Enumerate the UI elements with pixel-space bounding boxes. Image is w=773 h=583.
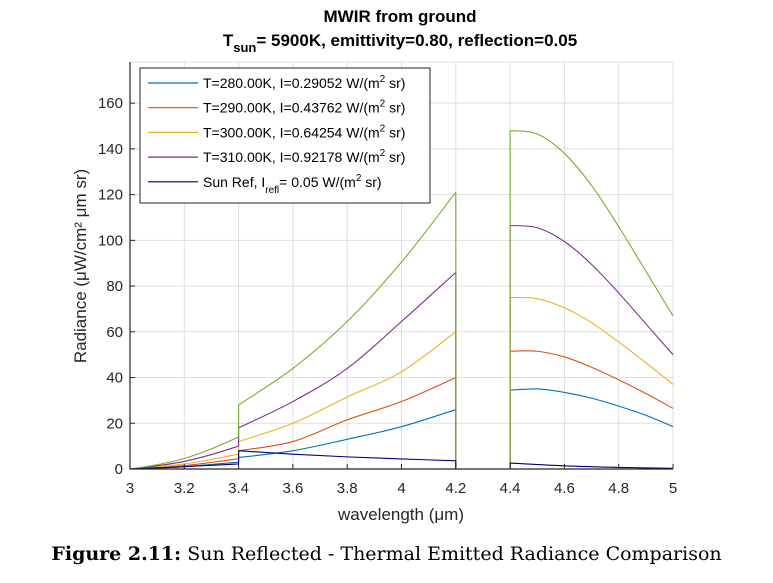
chart-subtitle: Tsun= 5900K, emittivity=0.80, reflection… <box>223 31 577 55</box>
y-axis-label: Radiance (μW/cm² μm sr) <box>71 169 90 363</box>
x-axis-label: wavelength (μm) <box>337 505 464 524</box>
y-ticks: 0 20 40 60 80 100 120 140 160 <box>98 95 135 478</box>
legend-text-tail: sr) <box>385 100 405 116</box>
legend-entry: T=290.00K, I=0.43762 W/(m2 sr) <box>203 99 405 116</box>
x-tick-label: 4 <box>397 480 405 497</box>
legend-text-subscript: refl <box>265 185 279 196</box>
x-tick-label: 3.4 <box>228 480 249 497</box>
legend-text-main: T=310.00K, I=0.92178 W/(m <box>203 149 380 165</box>
x-tick-label: 4.8 <box>608 480 629 497</box>
figure-caption: Figure 2.11: Sun Reflected - Thermal Emi… <box>0 543 773 565</box>
legend-text-main: Sun Ref, I <box>203 174 265 190</box>
y-tick-label: 80 <box>106 278 123 295</box>
legend-text-superscript: 2 <box>380 99 386 110</box>
x-tick-label: 5 <box>669 480 677 497</box>
y-tick-label: 60 <box>106 324 123 341</box>
legend-text-tail: sr) <box>361 174 381 190</box>
x-ticks: 3 3.2 3.4 3.6 3.8 4 4.2 4.4 4.6 4.8 5 <box>126 464 677 497</box>
y-tick-label: 100 <box>98 232 123 249</box>
y-tick-label: 120 <box>98 187 123 204</box>
x-tick-label: 4.6 <box>554 480 575 497</box>
legend-text-superscript: 2 <box>380 148 386 159</box>
legend: T=280.00K, I=0.29052 W/(m2 sr)T=290.00K,… <box>139 67 431 204</box>
x-tick-label: 3.2 <box>174 480 195 497</box>
legend-text-superscript: 2 <box>380 74 386 85</box>
legend-text-main: T=290.00K, I=0.43762 W/(m <box>203 100 380 116</box>
legend-entry: T=310.00K, I=0.92178 W/(m2 sr) <box>203 148 405 165</box>
legend-text-superscript: 2 <box>380 123 386 134</box>
x-tick-label: 3.8 <box>337 480 358 497</box>
y-tick-label: 140 <box>98 141 123 158</box>
subtitle-subscript: sun <box>233 40 256 55</box>
legend-text-tail: sr) <box>385 149 405 165</box>
y-tick-label: 20 <box>106 415 123 432</box>
chart-title-group: MWIR from ground Tsun= 5900K, emittivity… <box>223 7 577 55</box>
legend-text-tail: sr) <box>385 124 405 140</box>
x-tick-label: 3.6 <box>282 480 303 497</box>
caption-label: Figure 2.11: <box>51 543 182 565</box>
x-tick-label: 4.4 <box>500 480 521 497</box>
caption-text: Sun Reflected - Thermal Emitted Radiance… <box>181 543 722 565</box>
x-tick-label: 3 <box>126 480 134 497</box>
legend-text-main: T=300.00K, I=0.64254 W/(m <box>203 124 380 140</box>
legend-entry: T=280.00K, I=0.29052 W/(m2 sr) <box>203 74 405 91</box>
y-tick-label: 0 <box>115 461 123 478</box>
x-tick-label: 4.2 <box>445 480 466 497</box>
legend-text-rest: = 0.05 W/(m <box>279 174 356 190</box>
legend-text-tail: sr) <box>385 75 405 91</box>
chart-title: MWIR from ground <box>324 7 477 26</box>
legend-entry: T=300.00K, I=0.64254 W/(m2 sr) <box>203 123 405 140</box>
legend-text-main: T=280.00K, I=0.29052 W/(m <box>203 75 380 91</box>
subtitle-prefix: T <box>223 31 234 50</box>
legend-entry: Sun Ref, Irefl= 0.05 W/(m2 sr) <box>203 173 382 196</box>
y-tick-label: 160 <box>98 95 123 112</box>
legend-box <box>139 67 431 204</box>
chart: MWIR from ground Tsun= 5900K, emittivity… <box>71 7 677 524</box>
y-tick-label: 40 <box>106 370 123 387</box>
subtitle-rest: = 5900K, emittivity=0.80, reflection=0.0… <box>256 31 577 50</box>
legend-text-superscript: 2 <box>356 173 362 184</box>
